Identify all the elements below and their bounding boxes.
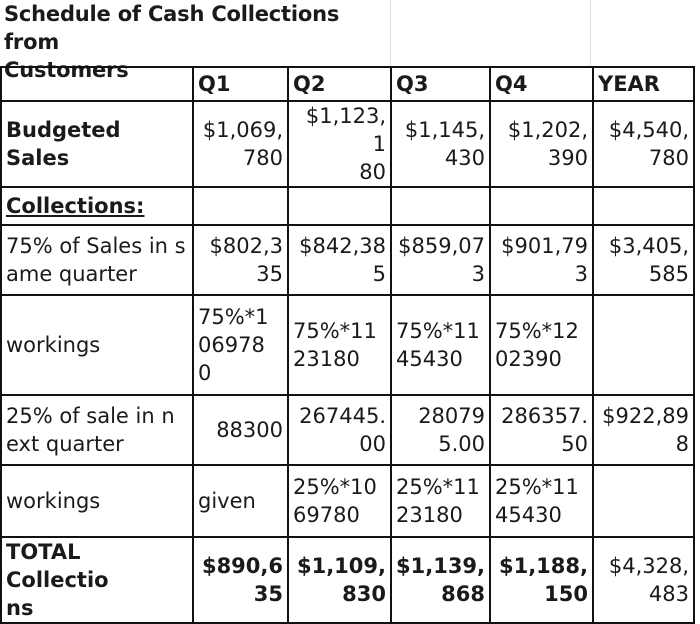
row-label-same-quarter: 75% of Sales in s ame quarter	[0, 224, 194, 296]
table-row: workings given 25%*10 69780 25%*11 23180…	[0, 464, 695, 538]
empty-cell	[192, 186, 289, 226]
workings-q4: 75%*12 02390	[489, 294, 594, 396]
workings-q3: 75%*11 45430	[390, 294, 491, 396]
budgeted-sales-q2: $1,123,1 80	[287, 100, 392, 188]
header-corner-cell	[0, 66, 194, 102]
empty-cell	[287, 186, 392, 226]
row-label-next-quarter: 25% of sale in n ext quarter	[0, 394, 194, 466]
total-q4: $1,188, 150	[489, 536, 594, 624]
empty-cell	[489, 186, 594, 226]
table-row: 75% of Sales in s ame quarter $802,3 35 …	[0, 224, 695, 296]
workings-q2: 75%*11 23180	[287, 294, 392, 396]
total-q1: $890,6 35	[192, 536, 289, 624]
workings2-year	[592, 464, 695, 538]
same-quarter-q2: $842,38 5	[287, 224, 392, 296]
row-label-workings: workings	[0, 464, 194, 538]
table-row: TOTAL Collectio ns $890,6 35 $1,109, 830…	[0, 536, 695, 624]
next-quarter-q1: 88300	[192, 394, 289, 466]
budgeted-sales-q3: $1,145, 430	[390, 100, 491, 188]
header-q2: Q2	[287, 66, 392, 102]
budgeted-sales-q4: $1,202, 390	[489, 100, 594, 188]
empty-cell	[592, 186, 695, 226]
table-row: Collections:	[0, 186, 695, 226]
next-quarter-year: $922,89 8	[592, 394, 695, 466]
total-year: $4,328, 483	[592, 536, 695, 624]
next-quarter-q2: 267445. 00	[287, 394, 392, 466]
empty-cell	[390, 186, 491, 226]
next-quarter-q3: 28079 5.00	[390, 394, 491, 466]
same-quarter-year: $3,405, 585	[592, 224, 695, 296]
workings2-q2: 25%*10 69780	[287, 464, 392, 538]
header-q3: Q3	[390, 66, 491, 102]
header-year: YEAR	[592, 66, 695, 102]
header-row: Q1 Q2 Q3 Q4 YEAR	[0, 66, 695, 102]
row-label-total: TOTAL Collectio ns	[0, 536, 194, 624]
table-row: 25% of sale in n ext quarter 88300 26744…	[0, 394, 695, 466]
grid-line	[590, 0, 591, 66]
budgeted-sales-year: $4,540, 780	[592, 100, 695, 188]
table-row: workings 75%*1 06978 0 75%*11 23180 75%*…	[0, 294, 695, 396]
same-quarter-q4: $901,79 3	[489, 224, 594, 296]
workings2-q3: 25%*11 23180	[390, 464, 491, 538]
row-label-workings: workings	[0, 294, 194, 396]
next-quarter-q4: 286357. 50	[489, 394, 594, 466]
row-label-collections: Collections:	[0, 186, 194, 226]
workings2-q1: given	[192, 464, 289, 538]
cash-collections-table: Q1 Q2 Q3 Q4 YEAR Budgeted Sales $1,069, …	[0, 66, 695, 624]
grid-line	[390, 0, 391, 66]
workings-year	[592, 294, 695, 396]
same-quarter-q1: $802,3 35	[192, 224, 289, 296]
row-label-budgeted-sales: Budgeted Sales	[0, 100, 194, 188]
table-row: Budgeted Sales $1,069, 780 $1,123,1 80 $…	[0, 100, 695, 188]
header-q1: Q1	[192, 66, 289, 102]
total-q3: $1,139, 868	[390, 536, 491, 624]
total-q2: $1,109, 830	[287, 536, 392, 624]
header-q4: Q4	[489, 66, 594, 102]
same-quarter-q3: $859,07 3	[390, 224, 491, 296]
budgeted-sales-q1: $1,069, 780	[192, 100, 289, 188]
workings-q1: 75%*1 06978 0	[192, 294, 289, 396]
workings2-q4: 25%*11 45430	[489, 464, 594, 538]
